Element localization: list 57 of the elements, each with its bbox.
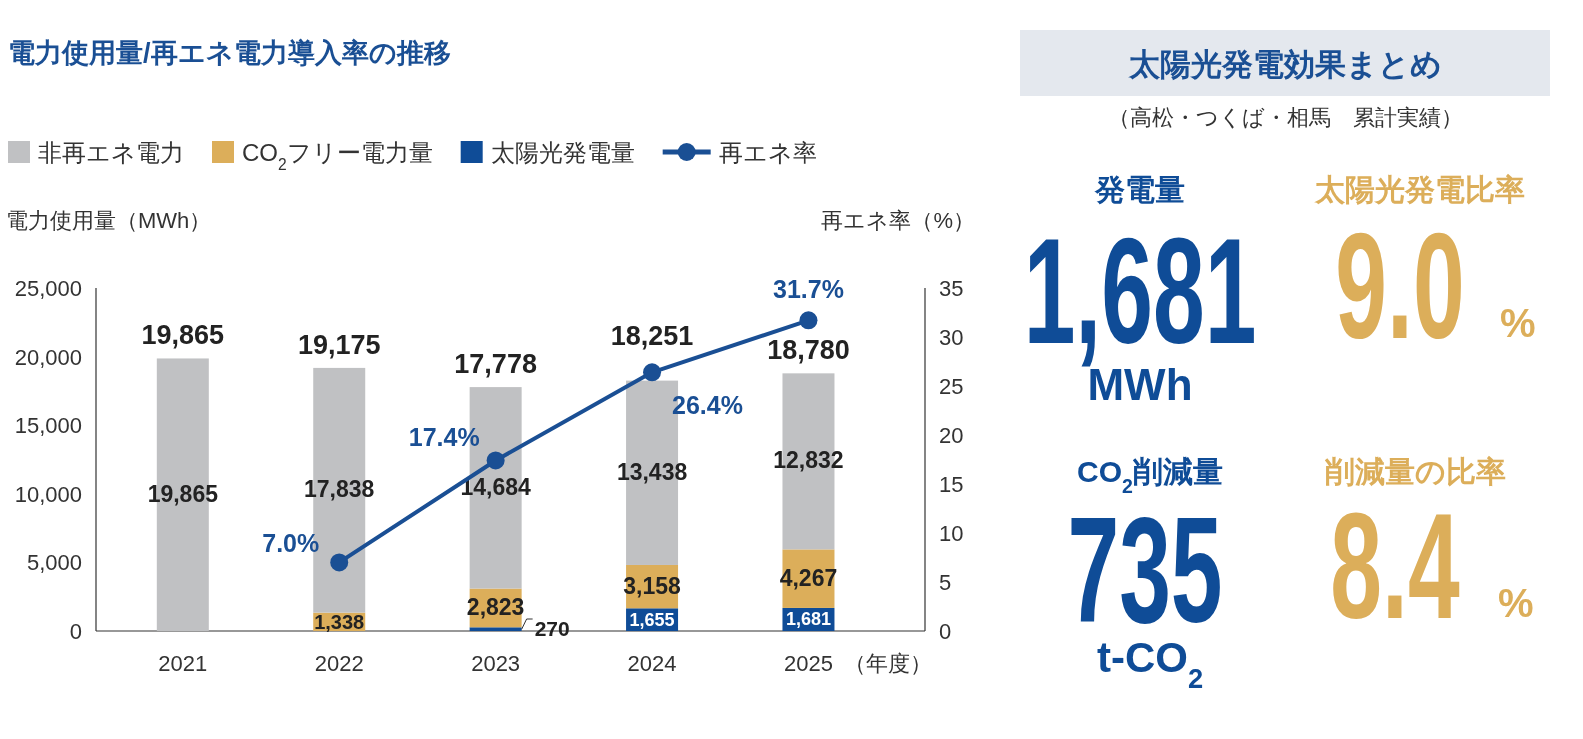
- y-axis-title: 電力使用量（MWh）: [6, 208, 212, 233]
- point: [330, 553, 349, 572]
- x-axis-title: （年度）: [844, 651, 933, 676]
- x-tick-label: 2022: [314, 651, 364, 676]
- legend-label: 太陽光発電量: [490, 139, 635, 166]
- y-tick-label: 20,000: [14, 344, 82, 370]
- data-label: 31.7%: [773, 275, 844, 304]
- y-tick-label: 0: [69, 619, 82, 644]
- text: 太陽光発電効果まとめ: [1127, 47, 1442, 82]
- y-tick-label: 15,000: [14, 413, 82, 439]
- text: （高松・つくば・相馬 累計実績）: [1107, 105, 1463, 130]
- y2-tick-label: 0: [939, 619, 952, 644]
- data-label: 1,338: [314, 610, 365, 633]
- legend-label: 非再エネ電力: [38, 139, 184, 166]
- total-label: 17,778: [454, 349, 537, 380]
- data-label: 270: [534, 617, 570, 641]
- data-label: 7.0%: [262, 529, 320, 558]
- data-label: 17.4%: [408, 423, 480, 452]
- data-label: 17,838: [304, 476, 375, 503]
- legend-label: CO$_{2}$フリー電力量: [242, 139, 433, 173]
- text: %: [1500, 301, 1536, 345]
- total-label: 19,175: [297, 329, 381, 360]
- bar: [469, 627, 522, 631]
- x-tick-label: 2024: [627, 651, 677, 676]
- text: 発電量: [1094, 173, 1185, 206]
- y2-tick-label: 5: [939, 570, 952, 595]
- total-label: 18,251: [610, 320, 694, 351]
- data-label: 1,655: [629, 609, 675, 630]
- text: CO$_{2}$削減量: [1077, 455, 1223, 497]
- y-tick-label: 5,000: [26, 550, 82, 576]
- y2-tick-label: 30: [939, 325, 964, 350]
- x-tick-label: 2021: [158, 651, 208, 676]
- y2-tick-label: 20: [939, 423, 964, 448]
- data-label: 12,832: [773, 447, 844, 474]
- text: %: [1498, 581, 1534, 625]
- y2-tick-label: 35: [939, 276, 964, 301]
- y2-tick-label: 25: [939, 374, 964, 399]
- data-label: 13,438: [616, 458, 688, 485]
- data-label: 1,681: [785, 609, 831, 630]
- x-tick-label: 2023: [471, 651, 521, 676]
- x-tick-label: 2025: [783, 651, 833, 676]
- total-label: 19,865: [141, 320, 225, 351]
- data-label: 14,684: [460, 473, 532, 500]
- total-label: 18,780: [767, 335, 850, 366]
- y-tick-label: 10,000: [14, 481, 82, 507]
- y2-tick-label: 15: [939, 472, 964, 497]
- chart-title: 電力使用量/再エネ電力導入率の推移: [8, 38, 451, 68]
- point: [486, 451, 505, 470]
- data-label: 19,865: [147, 480, 219, 507]
- y-tick-label: 25,000: [14, 276, 82, 301]
- y2-tick-label: 10: [939, 521, 964, 546]
- y2-axis-title: 再エネ率（%）: [821, 208, 975, 233]
- legend-label: 再エネ率: [718, 139, 817, 166]
- data-label: 26.4%: [672, 391, 743, 420]
- point: [643, 363, 662, 382]
- point: [799, 311, 818, 330]
- text: t-CO$_{2}$: [1096, 634, 1204, 694]
